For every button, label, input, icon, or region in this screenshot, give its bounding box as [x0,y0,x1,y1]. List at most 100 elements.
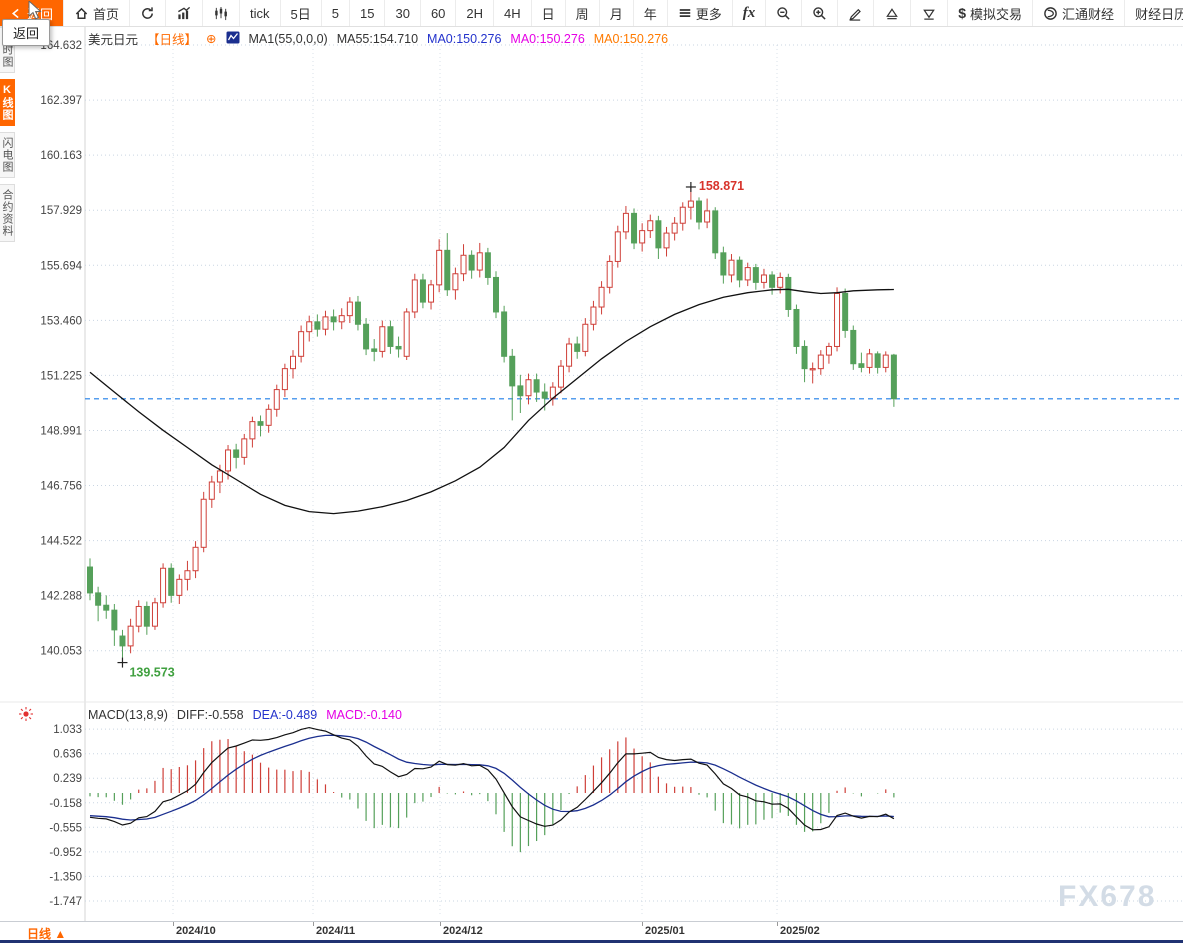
candle-body [760,274,767,283]
time-axis-bar: 日线 ▲ 2024/10 2024/11 2024/12 2025/01 2025/02 [0,921,1183,941]
interval-day-button[interactable]: 日 [532,0,566,26]
candle-body [354,301,361,325]
price-axis-label: 142.288 [40,591,82,603]
calendar-button[interactable]: 财经日历 [1125,0,1183,26]
candle-body [192,546,199,572]
candle-body [403,311,410,357]
zoom-in-button[interactable] [802,0,839,26]
toolbar-item-label: tick [250,5,270,21]
price-axis-label: 164.632 [40,40,82,52]
interval-week-button[interactable]: 周 [566,0,600,26]
x-axis-tick [642,922,643,926]
candle-body [574,343,581,352]
macd-diff-value: DIFF:-0.558 [176,708,244,722]
candle-body [168,567,175,596]
indicator-button[interactable]: fx [733,0,767,26]
toolbar-item-label: 60 [430,5,446,21]
globe-icon [1043,6,1058,21]
flag-up-button[interactable] [874,0,912,26]
macd-axis-label: -0.555 [49,822,82,834]
candle-body [817,354,824,370]
candle-body [655,220,662,249]
macd-settings-icon[interactable] [18,706,34,727]
x-axis-label: 2025/02 [780,925,820,937]
candle-body [501,311,508,357]
interval-30-button[interactable]: 30 [385,0,421,26]
interval-5d-button[interactable]: 5日 [281,0,322,26]
macd-diff-line [89,726,895,831]
candle-body [687,200,694,208]
interval-5-button[interactable]: 5 [322,0,350,26]
ma-value: MA0:150.276 [593,31,669,46]
candle-body [460,254,467,275]
toolbar-item-label: 汇通财经 [1062,6,1115,22]
macd-axis-label: -0.158 [49,798,82,810]
expand-icon[interactable]: ⊕ [206,32,217,46]
home-icon [74,6,89,21]
x-axis-tick [313,922,314,926]
price-axis-label: 155.694 [40,260,82,272]
zoom-out-button[interactable] [766,0,803,26]
candle-body [541,391,548,399]
sim-trading-button[interactable]: $ 模拟交易 [948,0,1034,26]
zoom-in-icon [812,6,827,21]
interval-60-button[interactable]: 60 [421,0,457,26]
zoom-out-icon [776,6,791,21]
ma-values: MA0:150.276 MA0:150.276 MA0:150.276 [427,32,677,46]
sidebar-item-kline-chart[interactable]: K线图 [0,79,15,126]
candle-body [281,368,288,391]
candle-body [225,449,232,472]
candle-body [663,232,670,249]
mouse-cursor-icon [28,1,42,20]
candle-body [411,279,418,313]
candle-body [834,292,841,347]
candle-body [598,286,605,308]
x-axis-label: 2024/10 [176,925,216,937]
flag-down-button[interactable] [911,0,949,26]
interval-4h-button[interactable]: 4H [494,0,532,26]
home-button[interactable]: 首页 [64,0,131,26]
refresh-button[interactable] [130,0,167,26]
more-button[interactable]: 更多 [668,0,733,26]
interval-year-button[interactable]: 年 [634,0,668,26]
period-selector[interactable]: 日线 ▲ [27,927,67,941]
candle-body [290,355,296,370]
candle-body [379,326,386,352]
candle-body [882,354,889,368]
draw-button[interactable] [838,0,875,26]
candle-body [728,259,735,276]
candle-body [330,316,337,323]
price-axis-label: 151.225 [40,370,82,382]
candle-body [517,385,524,397]
tick-button[interactable]: tick [240,0,281,26]
candle-body [200,498,207,548]
toolbar-item-label: 2H [466,5,484,21]
macd-dea-value: DEA:-0.489 [252,708,318,722]
sidebar-item-contract-info[interactable]: 合约资料 [0,184,15,242]
candle-body [484,252,491,278]
candle-body [606,260,613,288]
refresh-icon [140,6,155,21]
macd-axis-label: 1.033 [53,724,82,736]
trend-chart-button[interactable] [166,0,204,26]
candle-body [614,231,621,262]
huitong-news-button[interactable]: 汇通财经 [1033,0,1126,26]
interval-month-button[interactable]: 月 [600,0,634,26]
sidebar-item-flash-chart[interactable]: 闪电图 [0,132,15,178]
interval-2h-button[interactable]: 2H [456,0,495,26]
toolbar-item-label: 4H [504,5,521,21]
candle-body [533,379,540,393]
candle-body [119,635,126,647]
ma-params-label: MA1(55,0,0,0) [248,31,328,46]
price-axis-label: 153.460 [40,315,82,327]
price-axis-label: 157.929 [40,205,82,217]
x-axis-label: 2024/12 [443,925,483,937]
candle-body [322,316,329,330]
pencil-icon [848,6,863,21]
interval-15-button[interactable]: 15 [350,0,386,26]
candle-body [696,200,702,223]
candle-chart-button[interactable] [203,0,241,26]
toolbar-item-label: 5 [331,5,339,21]
